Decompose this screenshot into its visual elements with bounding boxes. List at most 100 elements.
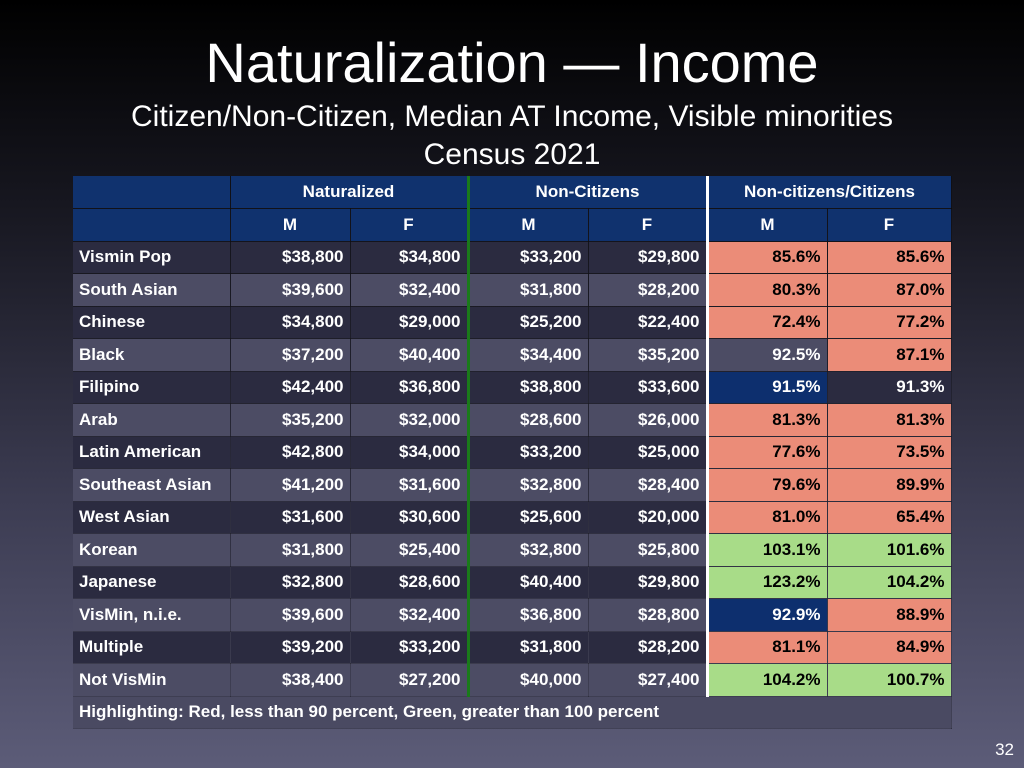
sub-header-ratio-m: M: [707, 208, 828, 242]
row-label: Arab: [73, 403, 231, 437]
naturalized-f-cell: $29,000: [350, 306, 470, 339]
ratio-m-cell: 92.9%: [707, 598, 828, 632]
ratio-f-cell: 77.2%: [827, 306, 952, 339]
naturalized-f-cell: $32,400: [350, 598, 470, 632]
ratio-f-cell: 88.9%: [827, 598, 952, 632]
census-label: Census 2021: [423, 138, 601, 171]
ratio-f-cell: 87.0%: [827, 273, 952, 307]
naturalized-f-cell: $40,400: [350, 338, 470, 372]
naturalized-m-cell: $42,800: [230, 436, 351, 469]
highlighting-note: Highlighting: Red, less than 90 percent,…: [73, 696, 952, 729]
sub-header-non-m: M: [468, 208, 589, 242]
table-row: Multiple $39,200 $33,200 $31,800 $28,200 81.1…: [73, 631, 952, 664]
naturalized-m-cell: $39,600: [230, 273, 351, 307]
row-label: Chinese: [73, 306, 231, 339]
naturalized-m-cell: $35,200: [230, 403, 351, 437]
ratio-m-cell: 104.2%: [707, 663, 828, 697]
non-citizen-m-cell: $33,200: [468, 436, 589, 469]
naturalized-f-cell: $28,600: [350, 566, 470, 599]
ratio-m-cell: 77.6%: [707, 436, 828, 469]
non-citizen-f-cell: $29,800: [588, 241, 709, 274]
naturalized-m-cell: $37,200: [230, 338, 351, 372]
non-citizen-m-cell: $34,400: [468, 338, 589, 372]
row-label: Korean: [73, 533, 231, 567]
non-citizen-m-cell: $33,200: [468, 241, 589, 274]
sub-header-row: M F M F M F: [73, 208, 952, 242]
naturalized-m-cell: $31,800: [230, 533, 351, 567]
ratio-f-cell: 84.9%: [827, 631, 952, 664]
naturalized-m-cell: $34,800: [230, 306, 351, 339]
naturalized-f-cell: $32,400: [350, 273, 470, 307]
non-citizen-m-cell: $25,200: [468, 306, 589, 339]
naturalized-m-cell: $39,600: [230, 598, 351, 632]
table-row: Not VisMin $38,400 $27,200 $40,000 $27,400 10…: [73, 663, 952, 697]
sub-header-nat-f: F: [350, 208, 470, 242]
sub-header-non-f: F: [588, 208, 709, 242]
ratio-f-cell: 81.3%: [827, 403, 952, 437]
ratio-f-cell: 100.7%: [827, 663, 952, 697]
naturalized-m-cell: $32,800: [230, 566, 351, 599]
row-label: Multiple: [73, 631, 231, 664]
naturalized-f-cell: $27,200: [350, 663, 470, 697]
non-citizen-m-cell: $36,800: [468, 598, 589, 632]
row-label: Southeast Asian: [73, 468, 231, 502]
non-citizen-m-cell: $40,400: [468, 566, 589, 599]
non-citizen-f-cell: $33,600: [588, 371, 709, 404]
row-label: Filipino: [73, 371, 231, 404]
naturalized-f-cell: $30,600: [350, 501, 470, 534]
naturalized-m-cell: $41,200: [230, 468, 351, 502]
ratio-f-cell: 87.1%: [827, 338, 952, 372]
naturalized-f-cell: $34,000: [350, 436, 470, 469]
slide-title: Naturalization — Income: [205, 31, 819, 94]
naturalized-m-cell: $38,400: [230, 663, 351, 697]
naturalized-f-cell: $25,400: [350, 533, 470, 567]
non-citizen-f-cell: $28,800: [588, 598, 709, 632]
ratio-m-cell: 81.1%: [707, 631, 828, 664]
sub-header-nat-m: M: [230, 208, 351, 242]
non-citizen-f-cell: $29,800: [588, 566, 709, 599]
footer-row: Highlighting: Red, less than 90 percent,…: [73, 696, 952, 729]
row-label: Not VisMin: [73, 663, 231, 697]
ratio-m-cell: 85.6%: [707, 241, 828, 274]
non-citizen-f-cell: $27,400: [588, 663, 709, 697]
non-citizen-m-cell: $28,600: [468, 403, 589, 437]
income-table: Naturalized Non-Citizens Non-citizens/Ci…: [73, 176, 952, 729]
table-row: Black $37,200 $40,400 $34,400 $35,200 92.5% 87…: [73, 338, 952, 372]
non-citizen-m-cell: $32,800: [468, 468, 589, 502]
ratio-m-cell: 81.3%: [707, 403, 828, 437]
non-citizen-f-cell: $26,000: [588, 403, 709, 437]
ratio-m-cell: 72.4%: [707, 306, 828, 339]
non-citizen-f-cell: $25,800: [588, 533, 709, 567]
row-label: Vismin Pop: [73, 241, 231, 274]
corner-cell: [73, 176, 231, 209]
non-citizen-f-cell: $35,200: [588, 338, 709, 372]
ratio-f-cell: 65.4%: [827, 501, 952, 534]
sub-header-ratio-f: F: [827, 208, 952, 242]
table-row: Vismin Pop $38,800 $34,800 $33,200 $29,800 85…: [73, 241, 952, 274]
group-header-row: Naturalized Non-Citizens Non-citizens/Ci…: [73, 176, 952, 209]
naturalized-f-cell: $31,600: [350, 468, 470, 502]
non-citizen-m-cell: $31,800: [468, 273, 589, 307]
table-row: South Asian $39,600 $32,400 $31,800 $28,200 8…: [73, 273, 952, 307]
naturalized-m-cell: $42,400: [230, 371, 351, 404]
ratio-f-cell: 85.6%: [827, 241, 952, 274]
group-header-naturalized: Naturalized: [230, 176, 470, 209]
non-citizen-f-cell: $28,200: [588, 273, 709, 307]
row-label: VisMin, n.i.e.: [73, 598, 231, 632]
naturalized-m-cell: $31,600: [230, 501, 351, 534]
non-citizen-f-cell: $28,400: [588, 468, 709, 502]
naturalized-f-cell: $36,800: [350, 371, 470, 404]
row-label: Japanese: [73, 566, 231, 599]
ratio-m-cell: 103.1%: [707, 533, 828, 567]
naturalized-m-cell: $39,200: [230, 631, 351, 664]
table-row: Chinese $34,800 $29,000 $25,200 $22,400 72.4%…: [73, 306, 952, 339]
ratio-m-cell: 81.0%: [707, 501, 828, 534]
ratio-f-cell: 89.9%: [827, 468, 952, 502]
row-label: West Asian: [73, 501, 231, 534]
naturalized-f-cell: $33,200: [350, 631, 470, 664]
non-citizen-m-cell: $25,600: [468, 501, 589, 534]
table-row: West Asian $31,600 $30,600 $25,600 $20,000 81…: [73, 501, 952, 534]
corner-cell: [73, 208, 231, 242]
table-row: Southeast Asian $41,200 $31,600 $32,800 $28,…: [73, 468, 952, 502]
non-citizen-f-cell: $20,000: [588, 501, 709, 534]
